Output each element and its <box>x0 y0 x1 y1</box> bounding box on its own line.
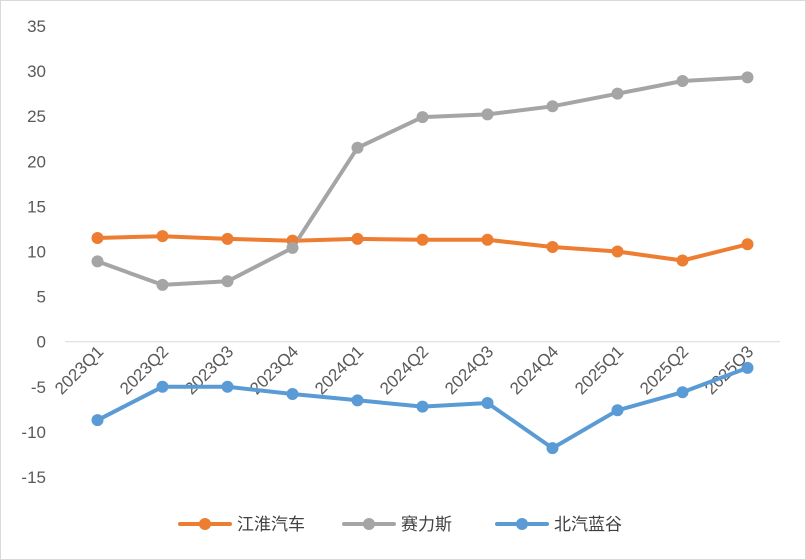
data-point <box>611 404 624 417</box>
legend-label: 赛力斯 <box>401 514 452 535</box>
data-point <box>416 111 429 124</box>
x-tick-label: 2025Q1 <box>571 342 627 398</box>
y-tick-label: 15 <box>27 197 46 216</box>
y-tick-label: -15 <box>21 468 46 487</box>
data-point <box>741 238 754 251</box>
legend-label: 北汽蓝谷 <box>554 515 622 535</box>
data-point <box>286 388 299 401</box>
data-point <box>416 400 429 413</box>
data-point <box>351 394 364 407</box>
y-tick-label: 10 <box>27 243 46 262</box>
x-tick-label: 2024Q2 <box>376 342 432 398</box>
data-point <box>221 275 234 288</box>
y-tick-label: 35 <box>27 17 46 36</box>
y-tick-label: 5 <box>37 288 46 307</box>
y-tick-label: -10 <box>21 423 46 442</box>
x-tick-label: 2023Q1 <box>51 342 107 398</box>
x-tick-label: 2024Q1 <box>311 342 367 398</box>
legend-marker <box>363 518 375 530</box>
data-point <box>611 245 624 258</box>
data-point <box>156 230 169 243</box>
data-point <box>611 87 624 100</box>
y-tick-label: 20 <box>27 152 46 171</box>
series-line-1 <box>95 75 750 287</box>
y-tick-label: 30 <box>27 62 46 81</box>
data-point <box>546 442 559 455</box>
y-tick-label: 0 <box>37 333 46 352</box>
data-point <box>351 232 364 245</box>
data-point <box>351 141 364 154</box>
data-point <box>91 255 104 268</box>
x-tick-label: 2024Q4 <box>506 342 562 398</box>
series-points <box>91 71 754 455</box>
y-tick-label: 25 <box>27 107 46 126</box>
x-tick-label: 2024Q3 <box>441 342 497 398</box>
data-point <box>546 100 559 113</box>
data-point <box>156 380 169 393</box>
data-point <box>481 233 494 246</box>
data-point <box>481 397 494 410</box>
data-point <box>481 108 494 121</box>
y-axis-tick-labels: 35 30 25 20 15 10 5 0 -5 -10 -15 <box>21 17 46 487</box>
data-point <box>286 241 299 254</box>
data-point <box>741 361 754 374</box>
data-point <box>416 233 429 246</box>
data-point <box>676 254 689 267</box>
data-point <box>91 231 104 244</box>
data-point <box>221 232 234 245</box>
data-point <box>676 386 689 399</box>
data-point <box>156 278 169 291</box>
legend: 江淮汽车 赛力斯 北汽蓝谷 <box>178 514 622 535</box>
legend-marker <box>516 518 528 530</box>
data-point <box>676 75 689 88</box>
data-point <box>741 71 754 84</box>
y-tick-label: -5 <box>31 378 46 397</box>
legend-marker <box>199 518 211 530</box>
data-point <box>546 240 559 253</box>
data-point <box>91 414 104 427</box>
legend-label: 江淮汽车 <box>237 515 305 535</box>
data-point <box>221 380 234 393</box>
